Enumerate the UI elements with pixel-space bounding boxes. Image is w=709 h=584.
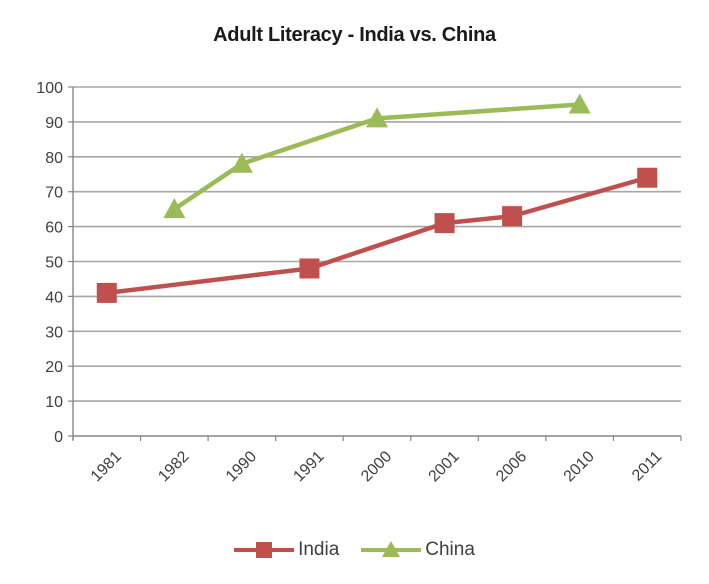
y-tick-label: 30 — [45, 324, 63, 341]
axes — [68, 86, 682, 441]
triangle-marker-icon — [163, 198, 186, 219]
x-tick-label: 2001 — [426, 448, 463, 485]
triangle-marker-icon — [568, 93, 591, 114]
x-tick-label: 2006 — [493, 448, 530, 485]
legend-label: India — [298, 539, 340, 560]
triangle-marker-icon — [366, 107, 388, 128]
legend-item-china: China — [361, 538, 475, 562]
x-tick-label: 1991 — [290, 448, 327, 485]
y-tick-label: 80 — [45, 150, 63, 167]
legend-label: China — [425, 539, 475, 560]
x-tick-label: 2011 — [629, 448, 665, 484]
square-marker-icon — [299, 258, 320, 279]
square-marker-icon — [637, 167, 658, 188]
legend-item-india: India — [234, 538, 339, 562]
square-marker-icon — [96, 282, 117, 303]
y-tick-label: 10 — [45, 394, 63, 411]
y-axis-tick-labels: 0 10 20 30 40 50 60 70 80 90 100 — [36, 80, 63, 446]
x-tick-label: 2010 — [561, 448, 598, 485]
chart-title: Adult Literacy - India vs. China — [213, 24, 496, 46]
legend-triangle-marker-icon — [361, 541, 422, 557]
series-china — [163, 93, 591, 219]
x-tick-label: 1982 — [155, 448, 192, 485]
legend-square-marker-icon — [234, 542, 295, 558]
square-marker-icon — [434, 213, 455, 234]
y-tick-label: 60 — [45, 220, 63, 237]
legend: India China — [0, 538, 709, 562]
series-india — [96, 167, 658, 303]
y-tick-label: 50 — [45, 255, 63, 272]
y-tick-label: 100 — [36, 80, 63, 97]
series-lines — [96, 93, 658, 303]
triangle-marker-icon — [230, 152, 253, 173]
y-tick-label: 20 — [45, 359, 63, 376]
x-axis-tick-labels: 1981 1982 1990 1991 2000 2001 2006 2010 2011 — [88, 448, 666, 485]
square-marker-icon — [502, 206, 523, 227]
x-tick-label: 1981 — [88, 448, 125, 485]
y-tick-label: 40 — [45, 289, 63, 306]
y-tick-label: 0 — [54, 429, 63, 446]
y-tick-label: 90 — [45, 115, 63, 132]
y-tick-label: 70 — [45, 185, 63, 202]
x-tick-label: 1990 — [223, 448, 260, 485]
x-tick-label: 2000 — [358, 448, 395, 485]
